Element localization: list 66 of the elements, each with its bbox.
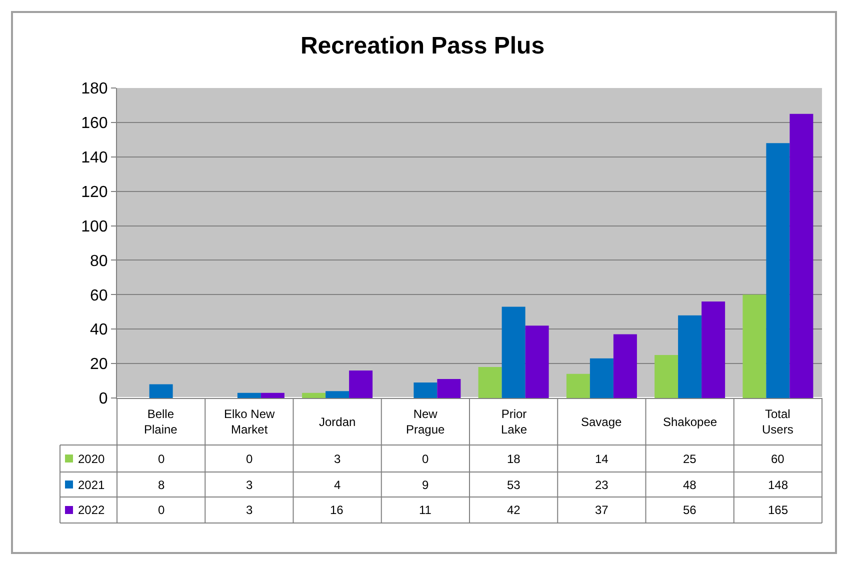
bar xyxy=(478,367,502,398)
data-label: 11 xyxy=(419,503,432,517)
bar xyxy=(590,358,614,398)
data-label: 0 xyxy=(158,452,165,466)
y-tick-label: 0 xyxy=(98,390,108,408)
y-tick-label: 120 xyxy=(81,184,108,201)
data-label: 8 xyxy=(158,478,165,492)
data-label: 60 xyxy=(771,452,785,466)
bar xyxy=(414,382,438,398)
x-tick-label: Shakopee xyxy=(663,415,718,429)
data-label: 3 xyxy=(334,452,341,466)
data-label: 165 xyxy=(768,503,788,517)
legend-label: 2020 xyxy=(78,452,106,466)
bar xyxy=(502,306,526,398)
y-tick-label: 20 xyxy=(90,356,108,374)
bar xyxy=(326,391,350,398)
legend-label: 2021 xyxy=(78,478,106,492)
x-tick-label: Belle Plaine xyxy=(144,407,178,437)
bar xyxy=(566,374,590,398)
y-tick-label: 40 xyxy=(90,322,108,339)
y-tick-label: 80 xyxy=(90,252,108,270)
data-label: 0 xyxy=(158,503,165,517)
x-tick-label: Total Users xyxy=(762,407,794,437)
data-label: 3 xyxy=(246,478,253,492)
y-tick-label: 180 xyxy=(81,80,108,98)
bar xyxy=(702,302,726,398)
x-tick-label: Savage xyxy=(581,415,622,429)
bar xyxy=(790,114,814,398)
bar xyxy=(260,392,284,398)
data-label: 25 xyxy=(683,452,697,466)
x-tick-label: Prior Lake xyxy=(501,407,528,437)
data-label: 3 xyxy=(246,503,253,517)
x-tick-label: Jordan xyxy=(319,415,356,429)
x-tick-label: New Prague xyxy=(406,407,446,437)
data-label: 53 xyxy=(507,478,521,492)
bar xyxy=(654,354,678,398)
data-label: 0 xyxy=(422,452,429,466)
data-label: 14 xyxy=(595,452,609,466)
data-label: 4 xyxy=(334,478,341,492)
data-label: 23 xyxy=(595,478,609,492)
bar xyxy=(237,392,261,398)
bar xyxy=(613,334,637,398)
bar xyxy=(149,384,173,398)
data-label: 9 xyxy=(422,478,429,492)
y-tick-label: 100 xyxy=(81,218,108,236)
data-label: 56 xyxy=(683,503,697,517)
data-label: 18 xyxy=(507,452,521,466)
bar xyxy=(302,392,326,398)
data-label: 42 xyxy=(507,503,521,517)
y-tick-label: 60 xyxy=(90,287,108,304)
bar xyxy=(349,370,373,398)
bar xyxy=(766,143,790,398)
bar xyxy=(678,315,702,398)
y-tick-label: 160 xyxy=(81,115,108,132)
data-label: 16 xyxy=(330,503,344,517)
data-label: 0 xyxy=(246,452,253,466)
x-tick-label: Elko New Market xyxy=(224,407,276,437)
bar xyxy=(742,294,766,398)
data-label: 148 xyxy=(768,478,788,492)
chart-title: Recreation Pass Plus xyxy=(300,32,545,60)
legend-label: 2022 xyxy=(78,503,106,517)
data-label: 48 xyxy=(683,478,697,492)
bar xyxy=(525,326,549,398)
bar xyxy=(437,379,461,398)
data-label: 37 xyxy=(595,503,609,517)
y-tick-label: 140 xyxy=(81,149,108,166)
